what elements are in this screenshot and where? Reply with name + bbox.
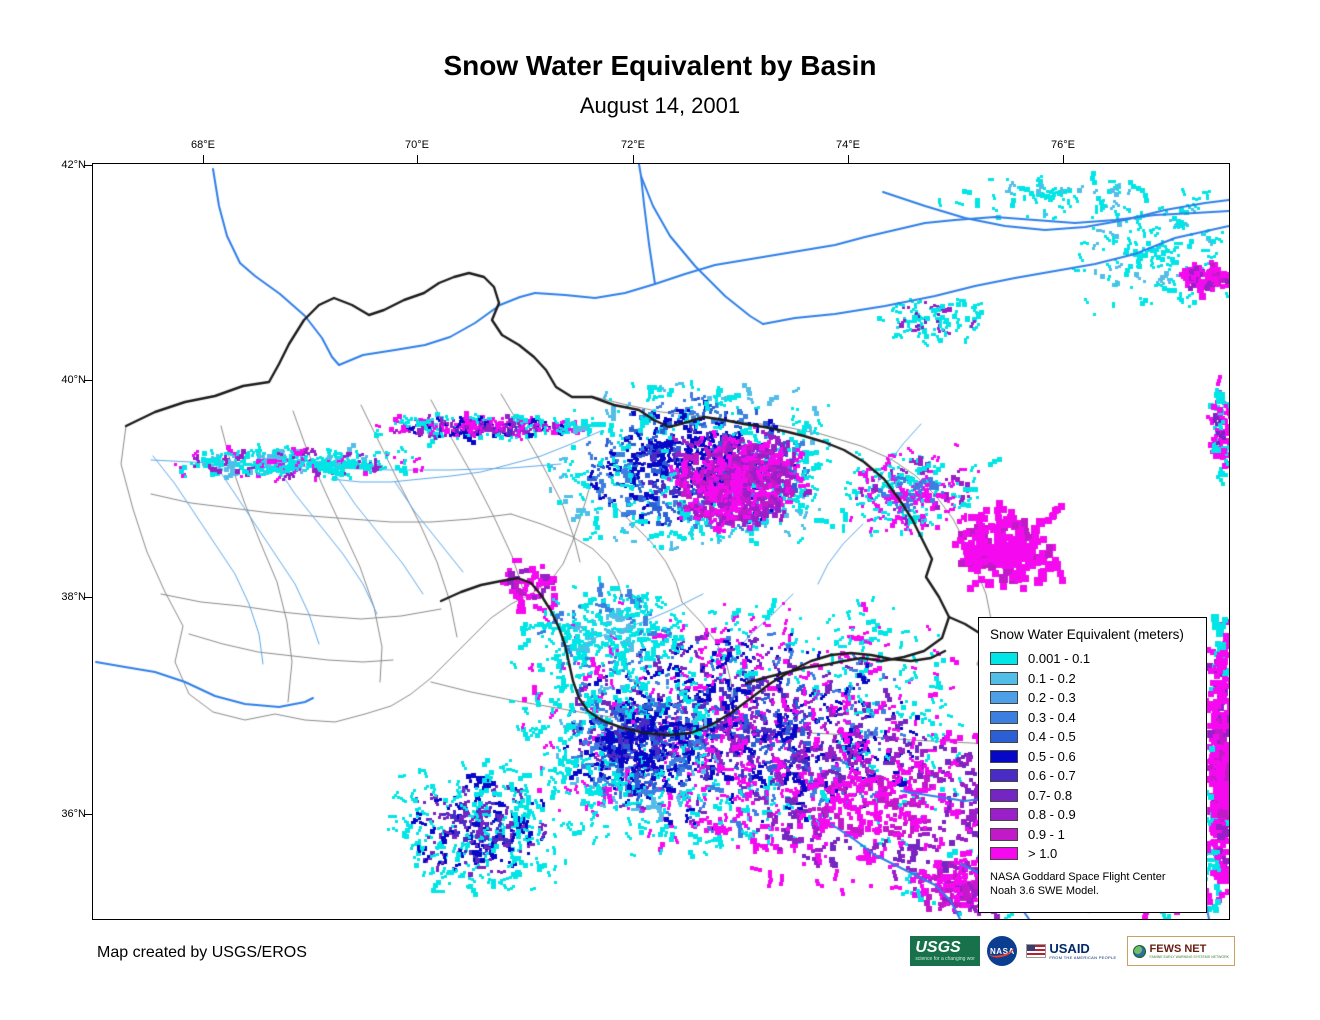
legend-label: 0.1 - 0.2 bbox=[1028, 670, 1076, 686]
longitude-label: 72°E bbox=[621, 139, 645, 151]
legend-label: 0.2 - 0.3 bbox=[1028, 690, 1076, 706]
longitude-label: 68°E bbox=[191, 139, 215, 151]
legend-swatch bbox=[990, 749, 1018, 763]
legend-label: 0.9 - 1 bbox=[1028, 826, 1065, 842]
nasa-logo: NASA bbox=[987, 936, 1018, 966]
longitude-label: 76°E bbox=[1051, 139, 1075, 151]
usgs-logo-text: USGS bbox=[915, 939, 961, 956]
legend-swatch bbox=[990, 671, 1018, 685]
legend-label: 0.3 - 0.4 bbox=[1028, 709, 1076, 725]
latitude-tick bbox=[84, 814, 92, 815]
latitude-tick bbox=[84, 380, 92, 381]
map-date: August 14, 2001 bbox=[579, 93, 741, 118]
legend-label: 0.7- 0.8 bbox=[1028, 787, 1073, 803]
map-credit: Map created by USGS/EROS bbox=[97, 944, 307, 961]
usaid-logo: USAID FROM THE AMERICAN PEOPLE bbox=[1024, 936, 1120, 966]
fewsnet-tagline: FAMINE EARLY WARNING SYSTEMS NETWORK bbox=[1149, 955, 1229, 960]
legend-swatch bbox=[990, 691, 1018, 705]
longitude-tick bbox=[1063, 155, 1064, 163]
legend-entry: > 1.0 bbox=[990, 844, 1195, 864]
legend-label: 0.6 - 0.7 bbox=[1028, 768, 1076, 784]
legend: Snow Water Equivalent (meters) 0.001 - 0… bbox=[978, 617, 1207, 913]
legend-entry: 0.2 - 0.3 bbox=[990, 688, 1195, 708]
legend-label: 0.001 - 0.1 bbox=[1028, 651, 1091, 667]
latitude-label: 40°N bbox=[61, 374, 86, 386]
legend-swatch bbox=[990, 730, 1018, 744]
legend-label: 0.4 - 0.5 bbox=[1028, 729, 1076, 745]
legend-label: 0.8 - 0.9 bbox=[1028, 807, 1076, 823]
longitude-label: 70°E bbox=[405, 139, 429, 151]
latitude-tick bbox=[84, 597, 92, 598]
legend-entry: 0.8 - 0.9 bbox=[990, 805, 1195, 825]
latitude-label: 42°N bbox=[61, 159, 86, 171]
legend-label: > 1.0 bbox=[1028, 846, 1058, 862]
fewsnet-logo: FEWS NET FAMINE EARLY WARNING SYSTEMS NE… bbox=[1126, 936, 1235, 966]
legend-swatch bbox=[990, 652, 1018, 666]
legend-swatch bbox=[990, 788, 1018, 802]
usgs-logo: USGS science for a changing world bbox=[910, 936, 981, 966]
legend-entry: 0.1 - 0.2 bbox=[990, 669, 1195, 689]
legend-swatch bbox=[990, 769, 1018, 783]
legend-entry: 0.7- 0.8 bbox=[990, 786, 1195, 806]
legend-entry: 0.9 - 1 bbox=[990, 825, 1195, 845]
globe-icon bbox=[1132, 944, 1146, 958]
legend-swatch bbox=[990, 827, 1018, 841]
logo-row: USGS science for a changing world NASA U… bbox=[910, 936, 1235, 966]
legend-entry: 0.6 - 0.7 bbox=[990, 766, 1195, 786]
fewsnet-logo-text: FEWS NET bbox=[1149, 942, 1207, 955]
latitude-label: 38°N bbox=[61, 591, 86, 603]
usaid-logo-text: USAID bbox=[1049, 941, 1090, 956]
legend-source-note: NASA Goddard Space Flight Center Noah 3.… bbox=[990, 870, 1195, 899]
legend-entry: 0.4 - 0.5 bbox=[990, 727, 1195, 747]
longitude-tick bbox=[417, 155, 418, 163]
legend-swatch bbox=[990, 847, 1018, 861]
legend-entry: 0.001 - 0.1 bbox=[990, 649, 1195, 669]
longitude-tick bbox=[203, 155, 204, 163]
page-title: Snow Water Equivalent by Basin bbox=[443, 50, 877, 81]
latitude-tick bbox=[84, 165, 92, 166]
usaid-tagline: FROM THE AMERICAN PEOPLE bbox=[1049, 955, 1117, 960]
usgs-tagline: science for a changing world bbox=[915, 956, 976, 962]
longitude-tick bbox=[848, 155, 849, 163]
legend-title: Snow Water Equivalent (meters) bbox=[990, 627, 1184, 642]
nasa-logo-text: NASA bbox=[990, 946, 1015, 956]
legend-entry: 0.3 - 0.4 bbox=[990, 708, 1195, 728]
legend-source-line1: NASA Goddard Space Flight Center bbox=[990, 870, 1166, 883]
usaid-flag-icon bbox=[1026, 944, 1047, 958]
legend-source-line2: Noah 3.6 SWE Model. bbox=[990, 884, 1099, 897]
longitude-label: 74°E bbox=[836, 139, 860, 151]
latitude-label: 36°N bbox=[61, 808, 86, 820]
legend-swatch bbox=[990, 808, 1018, 822]
legend-label: 0.5 - 0.6 bbox=[1028, 748, 1076, 764]
legend-entries: 0.001 - 0.1 0.1 - 0.2 0.2 - 0.3 0.3 - 0.4 0.… bbox=[990, 649, 1195, 864]
legend-swatch bbox=[990, 710, 1018, 724]
longitude-tick bbox=[633, 155, 634, 163]
legend-entry: 0.5 - 0.6 bbox=[990, 747, 1195, 767]
